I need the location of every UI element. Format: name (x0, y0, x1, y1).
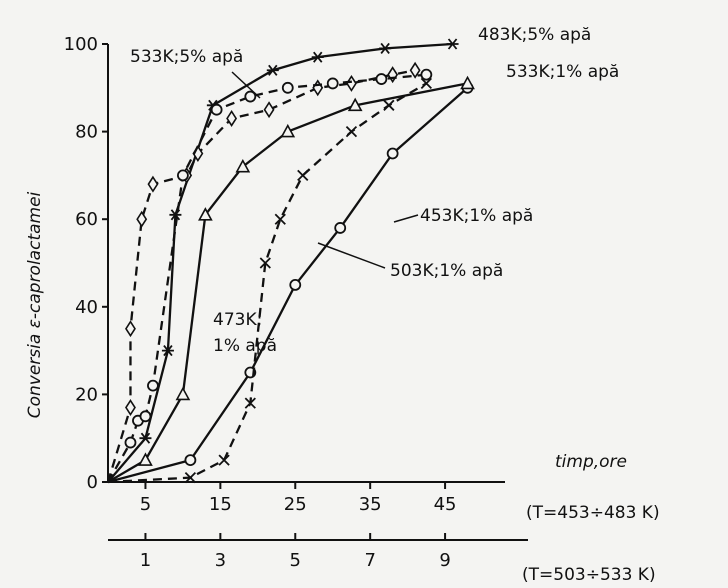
data-point (244, 397, 256, 409)
data-point (289, 278, 302, 291)
data-point (266, 64, 279, 76)
data-point (124, 436, 137, 449)
series-6 (107, 68, 433, 483)
annotation-483k-5: 483K;5% apă (478, 25, 591, 45)
x-primary-range-label: (T=453÷483 K) (526, 503, 660, 523)
x-primary-tick-label: 25 (284, 494, 307, 515)
x-axis-label: timp,ore (555, 452, 627, 472)
series-1 (107, 81, 474, 484)
series-label-503k-1: 503K;1% apă (390, 261, 503, 281)
annotation-533k-5: 533K;5% apă (130, 47, 261, 99)
data-point (347, 97, 363, 112)
x-primary-tick-label: 15 (209, 494, 232, 515)
series-label-483k-5: 483K;5% apă (478, 25, 591, 45)
y-tick-label: 60 (75, 209, 98, 230)
data-point (420, 68, 433, 81)
series-label-473k-1: 473K; 1% apă (213, 310, 277, 356)
x-secondary-tick-label: 1 (140, 550, 151, 571)
data-point (244, 90, 257, 103)
x-secondary-tick-label: 7 (364, 550, 375, 571)
series-line (106, 69, 416, 483)
series-line (107, 82, 468, 483)
data-point (139, 410, 152, 423)
data-point (460, 75, 475, 90)
x-primary-tick-label: 35 (359, 494, 382, 515)
series-line (107, 82, 427, 484)
data-point (420, 77, 432, 90)
leader-line (317, 242, 386, 269)
data-point (210, 103, 223, 116)
data-point (297, 169, 309, 182)
series-4 (107, 77, 432, 484)
data-point (184, 471, 197, 484)
data-point (177, 169, 189, 182)
data-point (312, 79, 324, 97)
data-point (334, 222, 347, 234)
y-tick-label: 0 (87, 472, 98, 493)
data-point (274, 213, 286, 225)
x-primary-ticks: 5 15 25 35 45 (140, 482, 457, 515)
x-secondary-tick-label: 9 (439, 550, 450, 571)
data-point (169, 209, 182, 221)
data-point (184, 454, 197, 467)
data-point (138, 452, 153, 466)
series-3 (107, 75, 475, 483)
series-layer (106, 38, 475, 484)
data-point (345, 74, 357, 92)
data-point (125, 399, 136, 417)
data-point (446, 38, 459, 50)
data-point (198, 207, 213, 221)
y-axis-label: Conversia ε-caprolactamei (25, 191, 45, 418)
x-secondary-tick-label: 3 (215, 550, 226, 571)
series-label-533k-5: 533K;5% apă (130, 47, 243, 67)
annotation-503k-1: 503K;1% apă (317, 242, 503, 281)
y-tick-label: 20 (75, 384, 98, 405)
series-line (107, 73, 427, 483)
series-label-453k-1: 453K;1% apă (420, 206, 533, 226)
annotation-473k-1: 473K; 1% apă (213, 310, 277, 356)
data-point (125, 320, 136, 338)
annotation-533k-1: 533K;1% apă (506, 62, 619, 82)
data-point (139, 432, 152, 444)
data-point (387, 66, 399, 84)
y-tick-label: 100 (64, 34, 98, 55)
x-secondary-range-label: (T=503÷533 K) (522, 565, 656, 585)
data-point (263, 101, 275, 119)
data-point (218, 454, 230, 466)
series-label-473k-1-line2: 1% apă (213, 336, 277, 356)
data-point (136, 210, 148, 228)
data-point (326, 77, 339, 90)
data-point (161, 345, 174, 357)
series-line (107, 86, 469, 484)
data-point (175, 386, 191, 401)
data-point (259, 257, 271, 269)
leader-line (231, 71, 261, 99)
series-5 (106, 61, 421, 483)
data-point (379, 42, 392, 54)
series-label-533k-1: 533K;1% apă (506, 62, 619, 82)
data-point (383, 99, 395, 111)
x-primary-tick-label: 45 (434, 494, 457, 515)
data-point (409, 61, 421, 79)
series-label-473k-1-line1: 473K; (213, 310, 262, 330)
data-point (345, 125, 358, 138)
data-point (386, 147, 399, 160)
leader-line (393, 214, 419, 223)
data-point (235, 158, 251, 173)
y-ticks: 0 20 40 60 80 100 (64, 34, 108, 493)
annotation-453k-1: 453K;1% apă (393, 206, 533, 226)
y-tick-label: 40 (75, 297, 98, 318)
x-secondary-ticks: 1 3 5 7 9 (140, 533, 451, 571)
y-tick-label: 80 (75, 122, 98, 143)
data-point (280, 123, 296, 138)
x-secondary-tick-label: 5 (290, 550, 301, 571)
data-point (311, 51, 324, 63)
data-point (226, 109, 238, 127)
data-point (375, 73, 388, 85)
x-primary-tick-label: 5 (140, 494, 151, 515)
data-point (147, 175, 159, 193)
data-point (281, 81, 294, 94)
data-point (147, 379, 159, 392)
